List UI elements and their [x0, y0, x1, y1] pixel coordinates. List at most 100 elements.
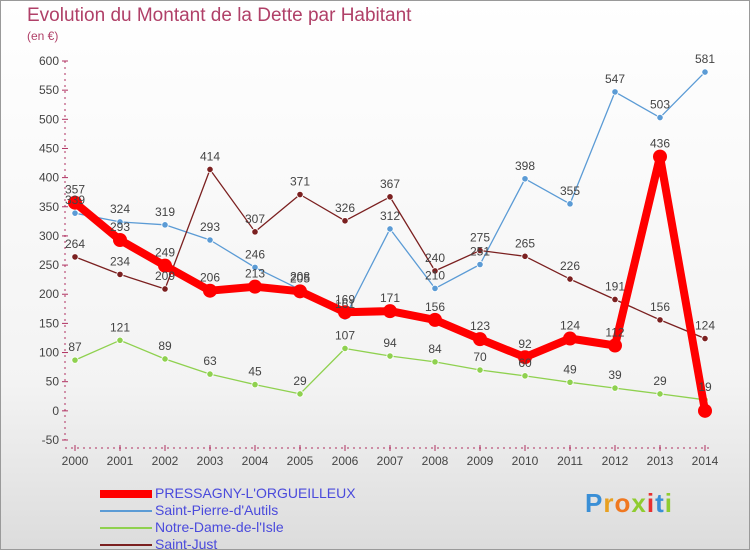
data-point-notre-dame-de-l-isle: [566, 378, 574, 386]
data-label-pressagny-l-orgueilleux: 156: [425, 300, 445, 314]
data-label-notre-dame-de-l-isle: 45: [248, 365, 262, 379]
data-point-saint-pierre-d-autils: [116, 218, 124, 226]
data-point-saint-just: [206, 165, 214, 174]
data-point-pressagny-l-orgueilleux: [608, 338, 622, 353]
data-point-saint-pierre-d-autils: [566, 200, 574, 208]
y-tick-label: 600: [39, 54, 59, 68]
data-point-notre-dame-de-l-isle: [71, 356, 79, 364]
data-label-saint-pierre-d-autils: 246: [245, 247, 265, 261]
x-tick-label: 2011: [557, 454, 583, 468]
logo-letter: t: [655, 488, 665, 518]
data-label-saint-just: 226: [560, 259, 580, 273]
data-point-notre-dame-de-l-isle: [296, 390, 304, 398]
data-point-pressagny-l-orgueilleux: [428, 312, 442, 327]
data-label-saint-just: 307: [245, 212, 265, 226]
data-label-notre-dame-de-l-isle: 49: [563, 362, 577, 376]
data-point-pressagny-l-orgueilleux: [518, 350, 532, 365]
legend-label-notre-dame: Notre-Dame-de-l'Isle: [155, 519, 284, 535]
data-point-notre-dame-de-l-isle: [116, 336, 124, 344]
x-tick-label: 2009: [467, 454, 494, 468]
logo-letter: i: [664, 488, 673, 518]
data-point-saint-just: [71, 253, 79, 261]
data-label-saint-pierre-d-autils: 581: [695, 52, 715, 66]
legend-label-pressagny: PRESSAGNY-L'ORGUEILLEUX: [155, 485, 356, 501]
data-label-pressagny-l-orgueilleux: 206: [200, 271, 220, 285]
legend-item-saint-pierre: Saint-Pierre-d'Autils: [100, 502, 356, 519]
data-point-notre-dame-de-l-isle: [611, 384, 619, 392]
data-label-saint-pierre-d-autils: 324: [110, 202, 130, 216]
data-point-saint-pierre-d-autils: [251, 263, 259, 272]
data-label-pressagny-l-orgueilleux: 213: [245, 267, 265, 281]
y-tick-label: 500: [39, 112, 59, 126]
x-tick-label: 2007: [377, 454, 404, 468]
data-label-saint-pierre-d-autils: 355: [560, 184, 580, 198]
data-label-saint-just: 240: [425, 251, 445, 265]
x-tick-label: 2013: [647, 454, 674, 468]
data-point-notre-dame-de-l-isle: [206, 370, 214, 378]
data-point-notre-dame-de-l-isle: [251, 381, 259, 389]
data-point-saint-just: [701, 334, 709, 343]
data-point-pressagny-l-orgueilleux: [203, 283, 217, 298]
legend-swatch-saint-pierre: [100, 509, 152, 512]
data-point-saint-just: [386, 193, 394, 201]
data-label-notre-dame-de-l-isle: 121: [110, 320, 130, 334]
data-point-saint-pierre-d-autils: [656, 113, 664, 122]
logo-letter: x: [631, 488, 647, 518]
x-tick-label: 2008: [422, 454, 449, 468]
data-label-notre-dame-de-l-isle: 29: [293, 374, 307, 388]
data-point-pressagny-l-orgueilleux: [698, 403, 712, 418]
y-tick-label: 100: [39, 346, 59, 360]
legend-label-saint-pierre: Saint-Pierre-d'Autils: [155, 502, 279, 518]
data-label-pressagny-l-orgueilleux: 124: [560, 319, 580, 333]
y-tick-label: 350: [39, 200, 59, 214]
y-tick-label: 200: [39, 287, 59, 301]
legend-item-pressagny: PRESSAGNY-L'ORGUEILLEUX: [100, 485, 356, 502]
legend-swatch-notre-dame: [100, 526, 152, 529]
legend-swatch-saint-just: [100, 543, 152, 546]
logo-letter: i: [646, 488, 656, 518]
data-label-saint-just: 414: [200, 149, 220, 163]
data-label-saint-pierre-d-autils: 339: [65, 193, 85, 207]
data-point-saint-just: [161, 285, 169, 293]
y-tick-label: 0: [52, 404, 59, 418]
legend-item-notre-dame: Notre-Dame-de-l'Isle: [100, 519, 356, 536]
data-label-notre-dame-de-l-isle: 60: [518, 356, 532, 370]
data-point-saint-just: [566, 275, 574, 283]
data-point-saint-just: [341, 217, 349, 225]
data-point-saint-pierre-d-autils: [206, 236, 214, 244]
data-point-saint-just: [431, 267, 439, 275]
data-point-pressagny-l-orgueilleux: [473, 332, 487, 347]
data-point-pressagny-l-orgueilleux: [113, 233, 127, 248]
data-label-saint-just: 367: [380, 177, 400, 191]
data-point-saint-pierre-d-autils: [611, 88, 619, 96]
data-point-saint-pierre-d-autils: [521, 175, 529, 183]
x-tick-label: 2010: [512, 454, 539, 468]
data-point-saint-pierre-d-autils: [71, 209, 79, 217]
data-label-notre-dame-de-l-isle: 19: [698, 380, 712, 394]
x-tick-label: 2014: [692, 454, 719, 468]
data-point-notre-dame-de-l-isle: [341, 344, 349, 353]
data-label-saint-just: 326: [335, 201, 355, 215]
y-tick-label: 300: [39, 229, 59, 243]
data-label-saint-just: 264: [65, 237, 85, 251]
x-tick-label: 2002: [152, 454, 179, 468]
data-label-notre-dame-de-l-isle: 29: [653, 374, 667, 388]
data-point-pressagny-l-orgueilleux: [383, 304, 397, 319]
data-point-saint-pierre-d-autils: [431, 284, 439, 292]
data-label-saint-just: 371: [290, 175, 310, 189]
data-label-pressagny-l-orgueilleux: 169: [335, 292, 355, 306]
data-label-saint-pierre-d-autils: 210: [425, 268, 445, 282]
data-label-pressagny-l-orgueilleux: 205: [290, 271, 310, 285]
data-point-saint-just: [251, 228, 259, 236]
data-point-saint-pierre-d-autils: [701, 68, 709, 76]
data-label-notre-dame-de-l-isle: 87: [68, 340, 82, 354]
data-label-pressagny-l-orgueilleux: 112: [605, 326, 624, 340]
y-tick-label: 50: [46, 375, 60, 389]
data-label-saint-pierre-d-autils: 312: [380, 209, 400, 223]
data-point-saint-just: [116, 270, 124, 279]
x-tick-label: 2004: [242, 454, 269, 468]
y-tick-label: 400: [39, 171, 59, 185]
data-label-saint-just: 209: [155, 269, 175, 283]
data-point-saint-just: [611, 295, 619, 304]
y-tick-label: 550: [39, 83, 59, 97]
